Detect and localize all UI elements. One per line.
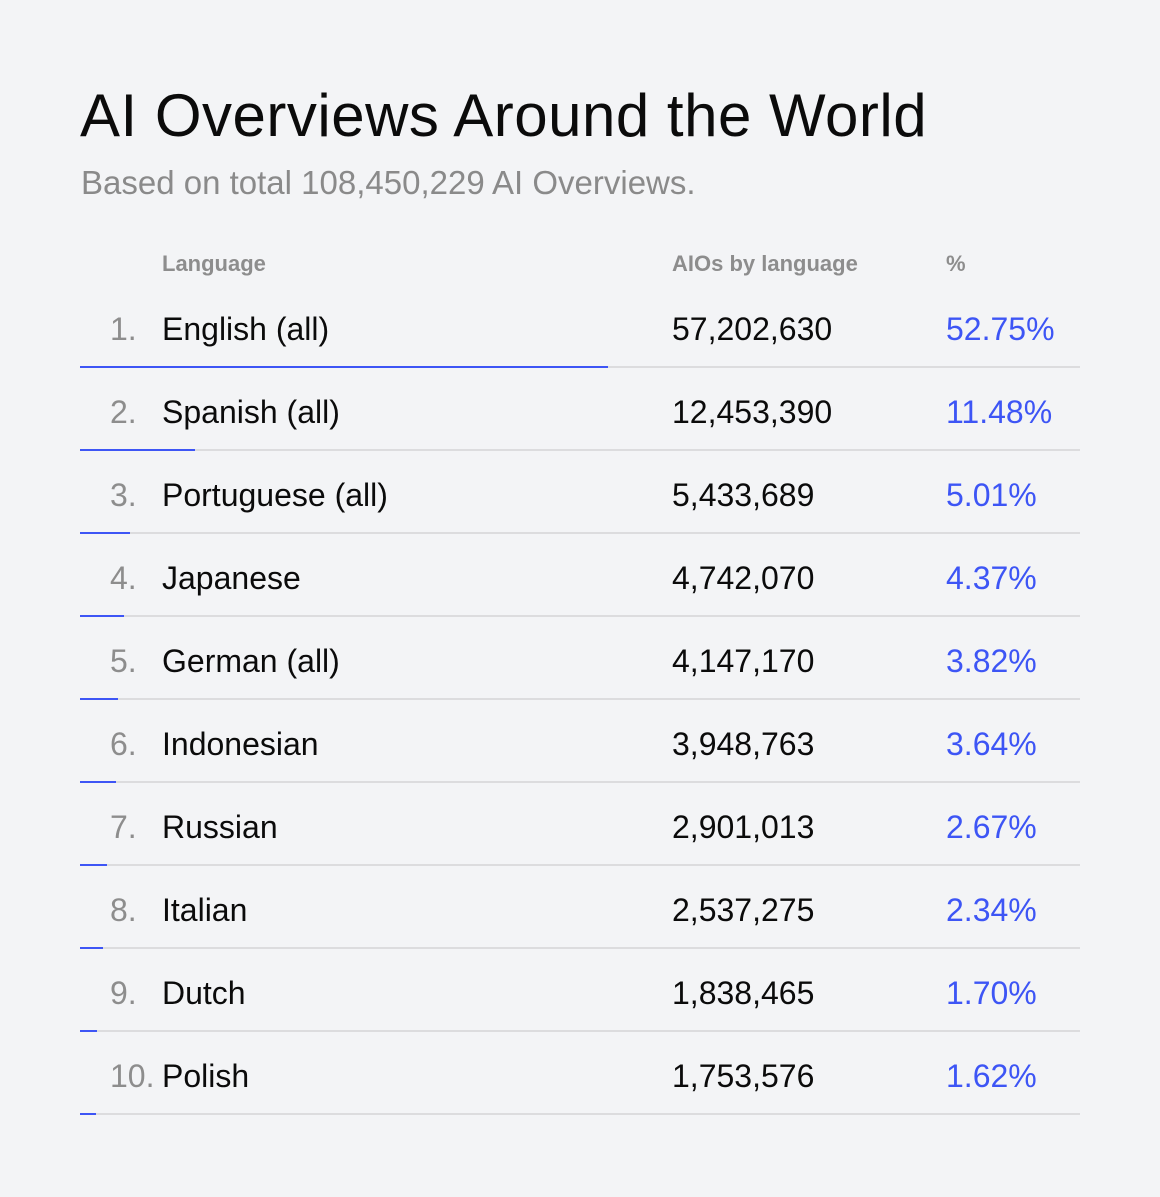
table-row: 7. Russian 2,901,013 2.67% xyxy=(80,783,1080,866)
rank-label: 4. xyxy=(110,560,137,596)
rank-label: 9. xyxy=(110,975,137,1011)
table-row: 9. Dutch 1,838,465 1.70% xyxy=(80,949,1080,1032)
rank-label: 5. xyxy=(110,643,137,679)
percent-bar xyxy=(80,781,117,783)
rank-label: 3. xyxy=(110,477,137,513)
table-row: 10. Polish 1,753,576 1.62% xyxy=(80,1032,1080,1115)
aio-count: 1,838,465 xyxy=(672,975,815,1011)
subtitle: Based on total 108,450,229 AI Overviews. xyxy=(81,164,696,201)
aio-count: 4,147,170 xyxy=(672,643,815,679)
aio-count: 12,453,390 xyxy=(672,394,833,430)
table-header: Language AIOs by language % xyxy=(80,245,1080,285)
aio-count: 3,948,763 xyxy=(672,726,815,762)
table-row: 1. English (all) 57,202,630 52.75% xyxy=(80,285,1080,368)
aio-count: 2,537,275 xyxy=(672,892,815,928)
aio-count: 1,753,576 xyxy=(672,1058,815,1094)
aio-count: 2,901,013 xyxy=(672,809,815,845)
table-row: 2. Spanish (all) 12,453,390 11.48% xyxy=(80,368,1080,451)
rank-label: 10. xyxy=(110,1058,155,1094)
percent-value: 1.62% xyxy=(946,1058,1037,1094)
percent-bar xyxy=(80,947,104,949)
table-row: 6. Indonesian 3,948,763 3.64% xyxy=(80,700,1080,783)
table-row: 3. Portuguese (all) 5,433,689 5.01% xyxy=(80,451,1080,534)
language-name: Polish xyxy=(162,1058,250,1094)
language-name: Japanese xyxy=(162,560,301,596)
percent-bar xyxy=(80,864,107,866)
aio-count: 5,433,689 xyxy=(672,477,815,513)
language-name: Dutch xyxy=(162,975,246,1011)
percent-value: 52.75% xyxy=(946,311,1055,347)
page-title: AI Overviews Around the World xyxy=(80,82,928,149)
header-aios: AIOs by language xyxy=(672,251,858,276)
language-table: Language AIOs by language % 1. English (a… xyxy=(80,245,1080,1115)
percent-value: 4.37% xyxy=(946,560,1037,596)
percent-value: 1.70% xyxy=(946,975,1037,1011)
table-row: 4. Japanese 4,742,070 4.37% xyxy=(80,534,1080,617)
table-row: 8. Italian 2,537,275 2.34% xyxy=(80,866,1080,949)
language-name: Portuguese (all) xyxy=(162,477,388,513)
percent-value: 2.67% xyxy=(946,809,1037,845)
aio-count: 57,202,630 xyxy=(672,311,833,347)
rank-label: 8. xyxy=(110,892,137,928)
percent-value: 3.64% xyxy=(946,726,1037,762)
language-name: German (all) xyxy=(162,643,340,679)
rank-label: 2. xyxy=(110,394,137,430)
percent-value: 11.48% xyxy=(946,394,1053,430)
rank-label: 7. xyxy=(110,809,137,845)
header-language: Language xyxy=(162,251,266,276)
percent-bar xyxy=(80,449,195,451)
header-percent: % xyxy=(946,251,966,276)
percent-value: 2.34% xyxy=(946,892,1037,928)
language-name: Indonesian xyxy=(162,726,319,762)
rank-label: 6. xyxy=(110,726,137,762)
aio-count: 4,742,070 xyxy=(672,560,815,596)
percent-bar xyxy=(80,1113,97,1115)
language-name: Italian xyxy=(162,892,248,928)
language-name: English (all) xyxy=(162,311,330,347)
percent-value: 5.01% xyxy=(946,477,1037,513)
rank-label: 1. xyxy=(110,311,137,347)
percent-value: 3.82% xyxy=(946,643,1037,679)
percent-bar xyxy=(80,366,608,368)
percent-bar xyxy=(80,532,131,534)
language-name: Spanish (all) xyxy=(162,394,340,430)
percent-bar xyxy=(80,1030,97,1032)
percent-bar xyxy=(80,615,124,617)
language-name: Russian xyxy=(162,809,278,845)
table-row: 5. German (all) 4,147,170 3.82% xyxy=(80,617,1080,700)
percent-bar xyxy=(80,698,119,700)
